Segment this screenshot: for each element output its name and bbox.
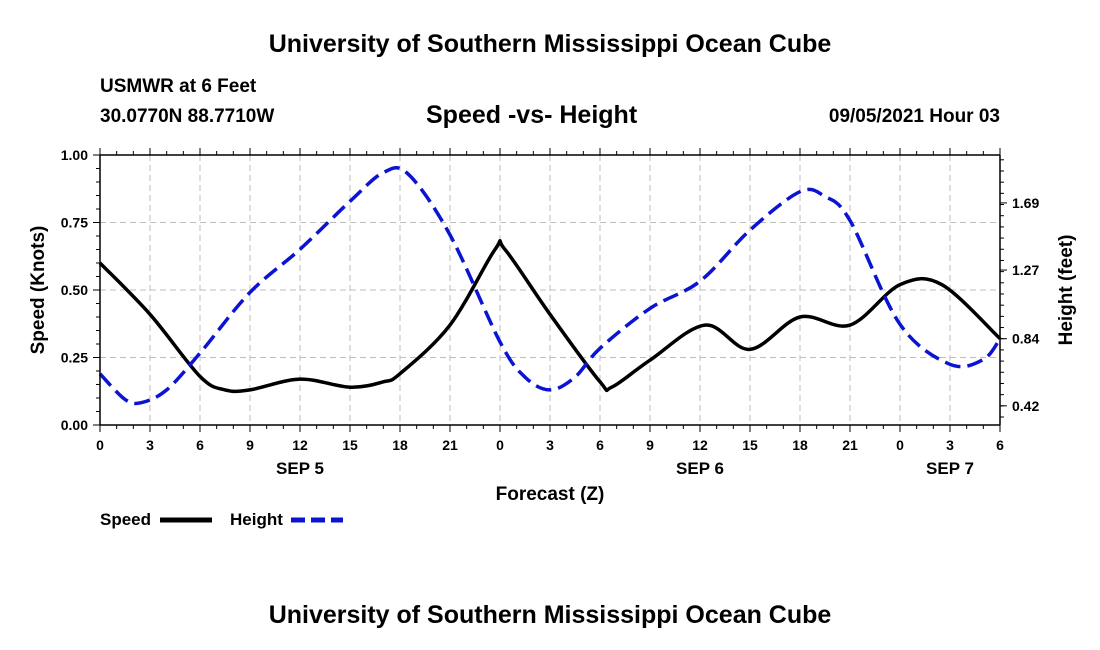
legend-height-label: Height	[230, 510, 283, 529]
x-tick-label: 9	[646, 437, 654, 453]
x-tick-label: 6	[196, 437, 204, 453]
y-tick-label: 0.00	[61, 417, 88, 433]
x-tick-label: 15	[742, 437, 758, 453]
x-axis-label: Forecast (Z)	[496, 484, 605, 505]
legend-speed-label: Speed	[100, 510, 151, 529]
station-label: USMWR at 6 Feet	[100, 76, 257, 97]
y2-tick-label: 1.27	[1012, 262, 1039, 278]
x-tick-label: 12	[692, 437, 708, 453]
axis-labels: Forecast (Z) Speed (Knots) Height (feet)	[28, 226, 1077, 505]
x-tick-label: 0	[896, 437, 904, 453]
series-line-height	[98, 166, 1002, 406]
x-tick-label: 21	[442, 437, 458, 453]
y-axis-label: Speed (Knots)	[28, 226, 49, 355]
y2-axis-label: Height (feet)	[1056, 235, 1077, 346]
x-tick-label: 18	[392, 437, 408, 453]
x-day-label: SEP 7	[926, 459, 974, 478]
x-tick-label: 18	[792, 437, 808, 453]
y-tick-label: 0.50	[61, 282, 88, 298]
x-tick-label: 15	[342, 437, 358, 453]
y-tick-label: 0.25	[61, 350, 88, 366]
y2-tick-label: 1.69	[1012, 195, 1039, 211]
y-tick-label: 1.00	[61, 147, 88, 163]
x-tick-label: 3	[546, 437, 554, 453]
datetime-label: 09/05/2021 Hour 03	[828, 106, 1000, 127]
location-label: 30.0770N 88.7710W	[100, 106, 275, 127]
x-tick-label: 6	[996, 437, 1004, 453]
grid	[100, 155, 1000, 425]
series-layer	[98, 166, 1002, 406]
series-line-speed	[98, 238, 1002, 394]
x-tick-label: 21	[842, 437, 858, 453]
y-tick-label: 0.75	[61, 215, 88, 231]
bottom-title: University of Southern Mississippi Ocean…	[268, 601, 832, 629]
x-tick-label: 0	[96, 437, 104, 453]
x-day-label: SEP 6	[676, 459, 724, 478]
x-tick-label: 3	[146, 437, 154, 453]
legend: Speed Height	[100, 510, 343, 529]
x-tick-label: 9	[246, 437, 254, 453]
y2-tick-label: 0.84	[1012, 331, 1039, 347]
axes: 0 3 6 9 12 15 18 21 0 3 6 9 12 15 18 21 0 3 6 SEP 5 SEP 6 SEP…	[61, 147, 1040, 478]
y2-tick-label: 0.42	[1012, 398, 1039, 414]
x-tick-label: 12	[292, 437, 308, 453]
x-tick-label: 6	[596, 437, 604, 453]
chart-title: Speed -vs- Height	[426, 101, 638, 129]
top-title: University of Southern Mississippi Ocean…	[268, 30, 832, 58]
x-tick-label: 3	[946, 437, 954, 453]
x-day-label: SEP 5	[276, 459, 324, 478]
x-tick-label: 0	[496, 437, 504, 453]
